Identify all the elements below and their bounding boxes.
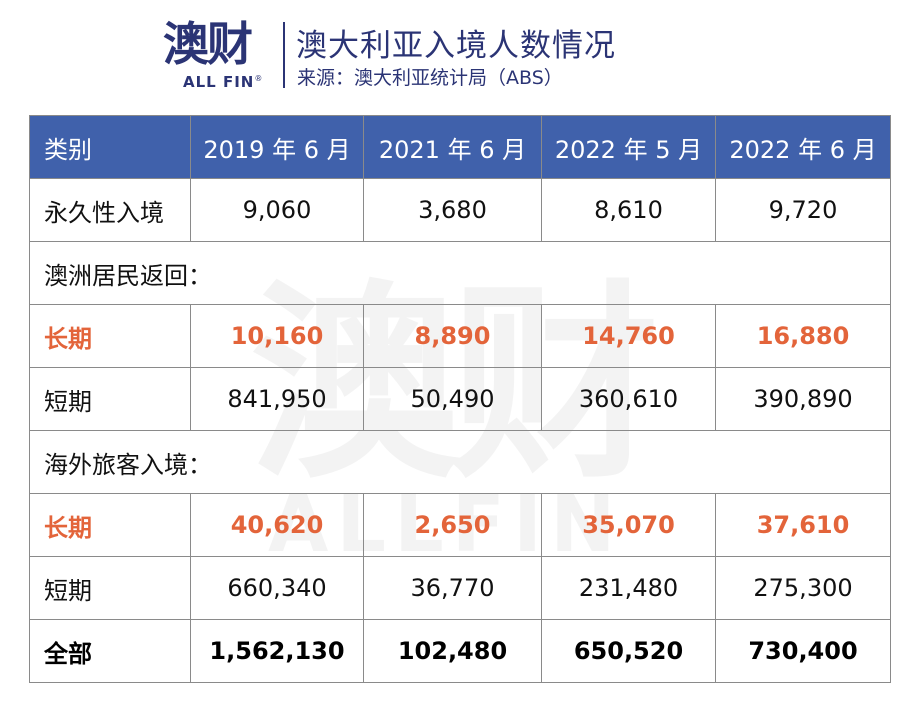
table-cell: 9,720	[715, 178, 891, 242]
table-row-residents-long-term: 长期 10,160 8,890 14,760 16,880	[29, 304, 891, 368]
table-row-visitors-long-term: 长期 40,620 2,650 35,070 37,610	[29, 493, 891, 557]
table-cell: 3,680	[363, 178, 542, 242]
row-label: 短期	[29, 367, 191, 431]
table-cell: 102,480	[363, 619, 542, 683]
table-row-permanent: 永久性入境 9,060 3,680 8,610 9,720	[29, 178, 891, 242]
registered-mark: ®	[254, 74, 264, 83]
table-row-visitors-short-term: 短期 660,340 36,770 231,480 275,300	[29, 556, 891, 620]
table-row-residents-short-term: 短期 841,950 50,490 360,610 390,890	[29, 367, 891, 431]
row-label: 长期	[29, 493, 191, 557]
table-cell: 390,890	[715, 367, 891, 431]
table-cell: 8,610	[541, 178, 716, 242]
section-row-residents: 澳洲居民返回：	[29, 241, 891, 305]
section-label: 海外旅客入境：	[29, 430, 891, 494]
table-cell: 841,950	[190, 367, 364, 431]
table-cell: 50,490	[363, 367, 542, 431]
column-header-2022-05: 2022 年 5 月	[541, 115, 716, 179]
row-label: 长期	[29, 304, 191, 368]
table-cell: 660,340	[190, 556, 364, 620]
table-cell: 10,160	[190, 304, 364, 368]
table-row-total: 全部 1,562,130 102,480 650,520 730,400	[29, 619, 891, 683]
table-cell: 9,060	[190, 178, 364, 242]
logo-en-label: ALL FIN	[183, 73, 255, 91]
table-cell: 37,610	[715, 493, 891, 557]
table-cell: 40,620	[190, 493, 364, 557]
logo-chinese-text: 澳财	[163, 17, 253, 71]
arrivals-table: 类别 2019 年 6 月 2021 年 6 月 2022 年 5 月 2022…	[29, 115, 891, 683]
source-subtitle: 来源：澳大利亚统计局（ABS）	[297, 67, 563, 89]
table-cell: 14,760	[541, 304, 716, 368]
column-header-2021-06: 2021 年 6 月	[363, 115, 542, 179]
allfin-logo: 澳财 ALL FIN®	[163, 18, 273, 94]
section-label: 澳洲居民返回：	[29, 241, 891, 305]
table-cell: 8,890	[363, 304, 542, 368]
table-cell: 1,562,130	[190, 619, 364, 683]
row-label: 短期	[29, 556, 191, 620]
table-header-row: 类别 2019 年 6 月 2021 年 6 月 2022 年 5 月 2022…	[29, 115, 891, 179]
table-cell: 35,070	[541, 493, 716, 557]
column-header-2022-06: 2022 年 6 月	[715, 115, 891, 179]
logo-english-text: ALL FIN®	[183, 73, 263, 91]
page-title: 澳大利亚入境人数情况	[296, 28, 616, 64]
section-row-visitors: 海外旅客入境：	[29, 430, 891, 494]
table-cell: 36,770	[363, 556, 542, 620]
table-cell: 275,300	[715, 556, 891, 620]
row-label: 永久性入境	[29, 178, 191, 242]
table-cell: 231,480	[541, 556, 716, 620]
column-header-2019-06: 2019 年 6 月	[190, 115, 364, 179]
table-cell: 650,520	[541, 619, 716, 683]
table-cell: 2,650	[363, 493, 542, 557]
row-label: 全部	[29, 619, 191, 683]
table-cell: 16,880	[715, 304, 891, 368]
page-header: 澳财 ALL FIN® 澳大利亚入境人数情况 来源：澳大利亚统计局（ABS）	[0, 0, 919, 105]
table-cell: 730,400	[715, 619, 891, 683]
header-divider	[283, 22, 285, 88]
column-header-category: 类别	[29, 115, 191, 179]
table-cell: 360,610	[541, 367, 716, 431]
